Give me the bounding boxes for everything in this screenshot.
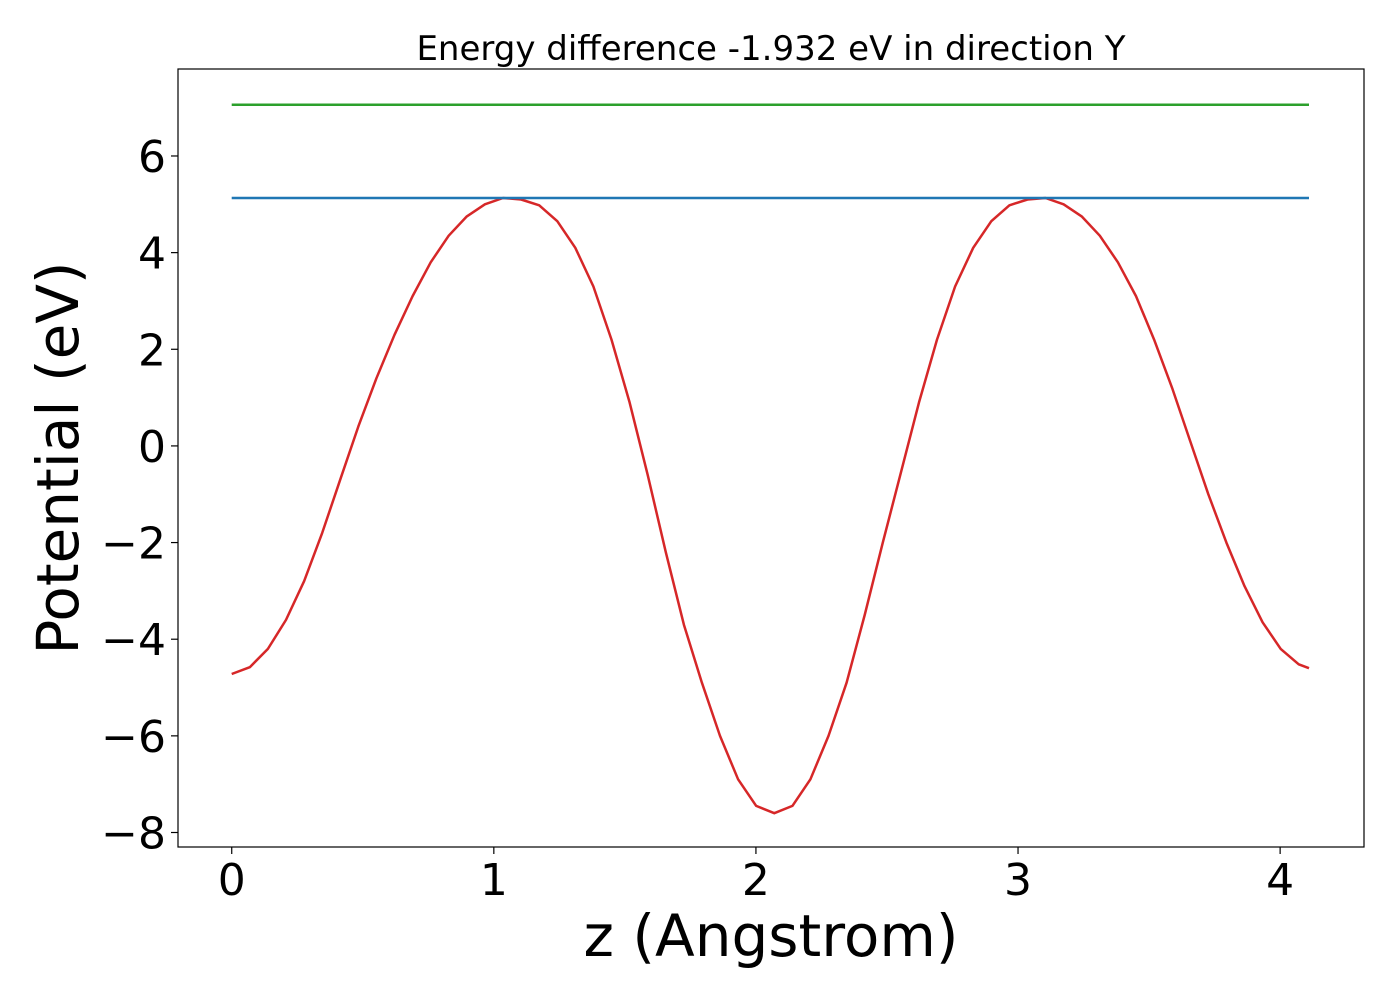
- x-tick-label: 1: [480, 855, 508, 906]
- y-tick-label: −4: [101, 615, 166, 666]
- y-tick-label: −2: [101, 519, 166, 570]
- y-tick-label: −8: [101, 809, 166, 860]
- x-tick-label: 4: [1266, 855, 1294, 906]
- y-axis-label: Potential (eV): [24, 261, 92, 654]
- plot-frame: [177, 68, 1365, 848]
- chart-title: Energy difference -1.932 eV in direction…: [416, 29, 1125, 69]
- x-axis-label: z (Angstrom): [584, 902, 959, 970]
- x-tick-label: 2: [742, 855, 770, 906]
- y-tick-label: −6: [101, 712, 166, 763]
- y-tick-label: 6: [138, 132, 166, 183]
- x-axis: 0 1 2 3 4: [218, 847, 1294, 906]
- y-tick-label: 0: [138, 422, 166, 473]
- y-tick-label: 2: [138, 325, 166, 376]
- x-tick-label: 3: [1004, 855, 1032, 906]
- plot-area: [231, 103, 1310, 815]
- y-axis: −8 −6 −4 −2 0 2 4 6: [101, 132, 178, 860]
- x-tick-label: 0: [218, 855, 246, 906]
- y-tick-label: 4: [138, 229, 166, 280]
- series-line-0: [231, 196, 1310, 815]
